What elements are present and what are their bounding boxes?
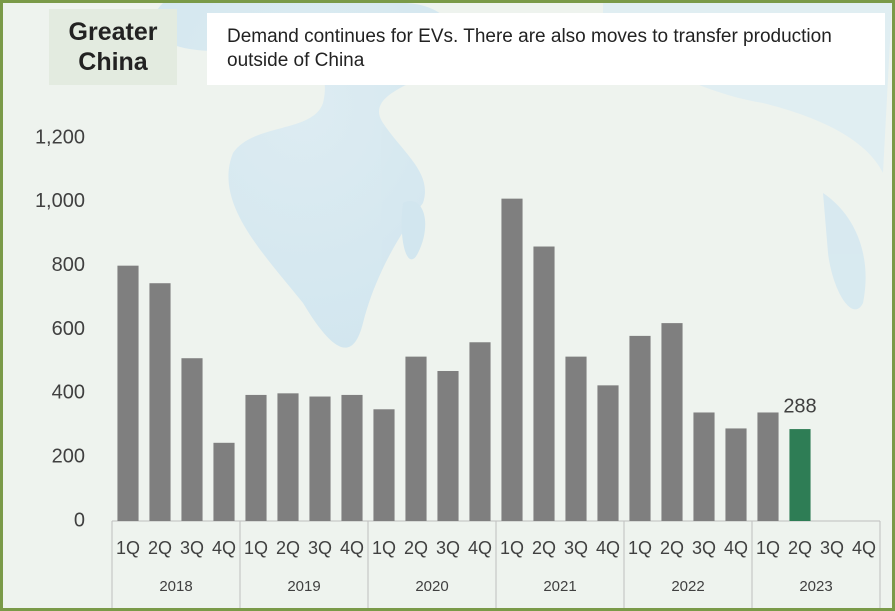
bar: [725, 428, 747, 521]
year-label: 2023: [799, 578, 832, 595]
bar: [501, 198, 523, 521]
year-label: 2019: [287, 578, 320, 595]
y-tick-label: 1,200: [35, 126, 85, 148]
bar: [149, 283, 171, 521]
x-tick-label: 2Q: [404, 538, 428, 558]
x-tick-label: 4Q: [724, 538, 748, 558]
x-tick-label: 3Q: [692, 538, 716, 558]
bar: [757, 412, 779, 521]
x-tick-label: 4Q: [852, 538, 876, 558]
bar: [181, 358, 203, 521]
x-tick-label: 1Q: [372, 538, 396, 558]
x-tick-label: 2Q: [788, 538, 812, 558]
x-tick-label: 3Q: [308, 538, 332, 558]
bar: [117, 265, 139, 521]
x-tick-label: 1Q: [628, 538, 652, 558]
x-tick-label: 3Q: [564, 538, 588, 558]
x-tick-label: 1Q: [500, 538, 524, 558]
bar: [565, 356, 587, 521]
x-tick-label: 3Q: [180, 538, 204, 558]
bar: [789, 429, 811, 521]
y-tick-label: 800: [52, 254, 85, 276]
bar: [661, 323, 683, 521]
bar: [693, 412, 715, 521]
x-tick-label: 1Q: [756, 538, 780, 558]
y-tick-label: 400: [52, 382, 85, 404]
region-subtitle: Demand continues for EVs. There are also…: [207, 13, 885, 85]
bar: [597, 385, 619, 521]
x-tick-label: 4Q: [596, 538, 620, 558]
year-label: 2020: [415, 578, 448, 595]
bar: [245, 394, 267, 521]
x-tick-label: 4Q: [468, 538, 492, 558]
year-label: 2021: [543, 578, 576, 595]
year-label: 2022: [671, 578, 704, 595]
y-tick-label: 1,000: [35, 190, 85, 212]
bar: [437, 370, 459, 521]
x-tick-label: 1Q: [116, 538, 140, 558]
y-tick-label: 0: [74, 509, 85, 531]
x-tick-label: 4Q: [340, 538, 364, 558]
x-tick-label: 4Q: [212, 538, 236, 558]
x-tick-label: 3Q: [820, 538, 844, 558]
chart: 0 200 400 600 800 1,000 1,200 2018 2019 2020 2021 2…: [35, 3, 892, 608]
y-tick-label: 600: [52, 318, 85, 340]
value-label: 288: [783, 395, 816, 417]
bar: [309, 396, 331, 521]
bar: [277, 393, 299, 521]
x-tick-label: 2Q: [532, 538, 556, 558]
bar: [405, 356, 427, 521]
bar: [469, 342, 491, 521]
bar: [373, 409, 395, 521]
x-tick-label: 2Q: [148, 538, 172, 558]
x-tick-label: 2Q: [660, 538, 684, 558]
bar: [629, 335, 651, 521]
x-tick-label: 3Q: [436, 538, 460, 558]
x-tick-label: 2Q: [276, 538, 300, 558]
bar: [213, 442, 235, 521]
bar: [533, 246, 555, 521]
x-tick-label: 1Q: [244, 538, 268, 558]
y-tick-label: 200: [52, 445, 85, 467]
region-title: Greater China: [49, 9, 177, 85]
bar: [341, 394, 363, 521]
year-label: 2018: [159, 578, 192, 595]
